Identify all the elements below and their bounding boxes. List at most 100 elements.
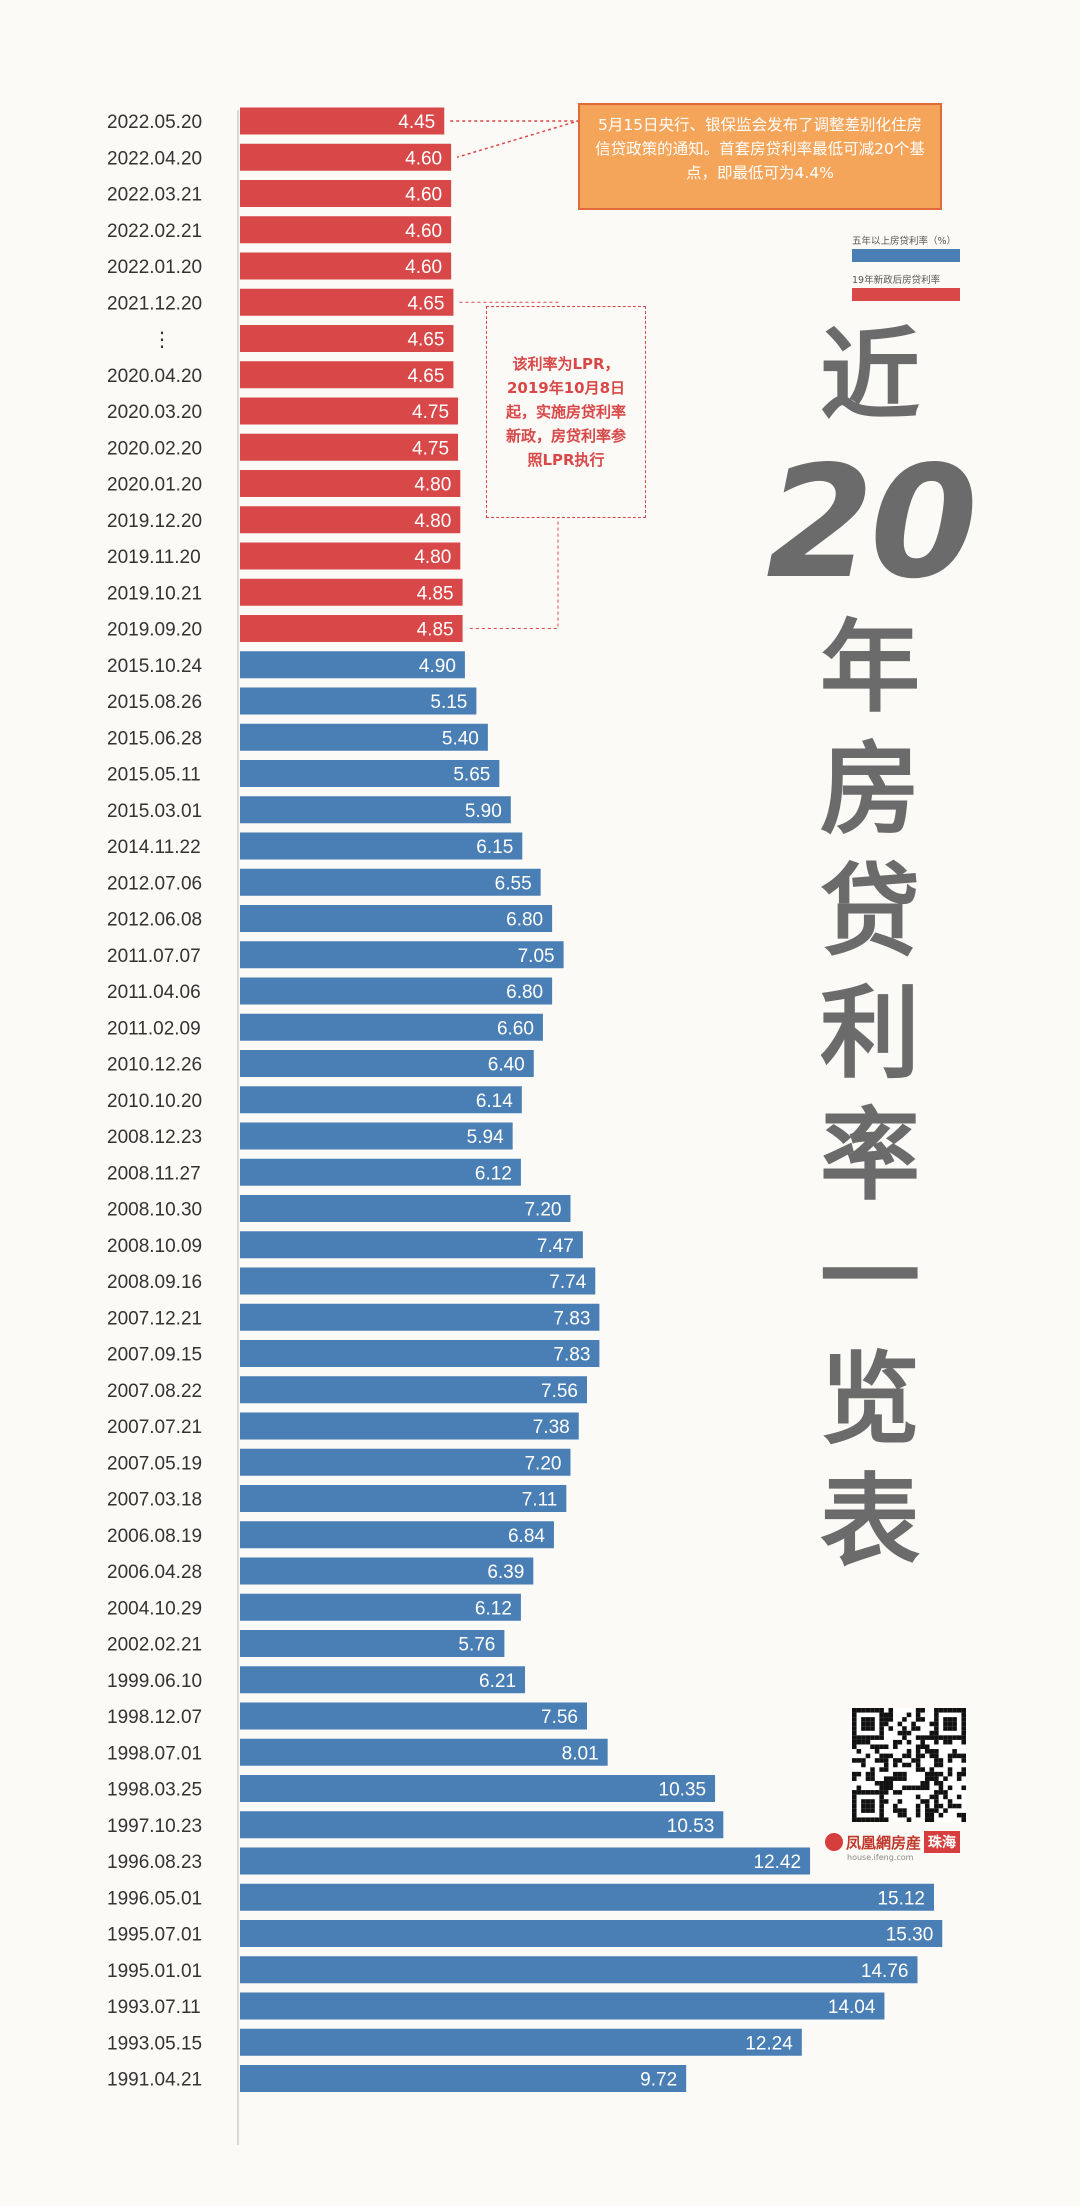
qr-module xyxy=(861,1758,866,1763)
bar-value-label: 4.75 xyxy=(412,402,449,423)
qr-module xyxy=(879,1817,884,1822)
category-label: 2007.09.15 xyxy=(107,1345,202,1366)
qr-module xyxy=(902,1726,907,1731)
qr-module xyxy=(865,1776,871,1781)
bar-value-label: 10.35 xyxy=(659,1780,707,1801)
qr-module xyxy=(870,1708,875,1713)
callout-connector xyxy=(450,120,579,158)
qr-module xyxy=(915,1744,921,1750)
qr-module xyxy=(879,1799,884,1804)
bar xyxy=(240,1303,600,1331)
qr-module xyxy=(888,1708,894,1713)
bar xyxy=(240,723,488,751)
bar-value-label: 15.12 xyxy=(877,1888,925,1909)
category-label: 2021.12.20 xyxy=(107,293,202,314)
bar xyxy=(240,1920,943,1947)
brand-name: 凤凰網房産 xyxy=(846,1833,922,1852)
qr-module xyxy=(924,1817,930,1822)
qr-module xyxy=(920,1708,925,1713)
qr-module xyxy=(947,1753,953,1759)
qr-module xyxy=(870,1726,875,1731)
qr-module xyxy=(879,1721,884,1727)
qr-module xyxy=(906,1730,912,1736)
category-label: 2008.10.09 xyxy=(107,1236,202,1257)
qr-module xyxy=(861,1803,866,1809)
qr-module xyxy=(856,1708,862,1713)
qr-module xyxy=(929,1812,935,1818)
category-label: 1997.10.23 xyxy=(107,1816,202,1837)
bar xyxy=(240,1158,521,1186)
qr-module xyxy=(929,1735,935,1740)
qr-module xyxy=(865,1721,871,1727)
qr-code[interactable] xyxy=(852,1708,966,1822)
bar-value-label: 14.04 xyxy=(828,1997,876,2018)
qr-module xyxy=(920,1739,925,1745)
qr-module xyxy=(934,1753,939,1759)
qr-module xyxy=(947,1708,953,1713)
qr-module xyxy=(929,1771,935,1777)
qr-module xyxy=(961,1785,966,1791)
bar-value-label: 6.12 xyxy=(475,1598,512,1619)
qr-module xyxy=(938,1812,944,1818)
title-number: 20 xyxy=(766,432,978,613)
bar-value-label: 8.01 xyxy=(562,1743,599,1764)
bar-value-label: 6.14 xyxy=(476,1091,513,1112)
category-label: 2006.04.28 xyxy=(107,1562,202,1583)
qr-module xyxy=(879,1767,884,1772)
qr-module xyxy=(883,1753,889,1759)
qr-module xyxy=(883,1780,889,1786)
qr-module xyxy=(902,1762,907,1768)
bar-value-label: 15.30 xyxy=(886,1925,934,1946)
qr-module xyxy=(902,1771,907,1777)
qr-module xyxy=(902,1753,907,1759)
category-label: 2020.02.20 xyxy=(107,438,202,459)
qr-module xyxy=(861,1817,866,1822)
qr-module xyxy=(856,1817,862,1822)
qr-module xyxy=(906,1817,912,1822)
qr-module xyxy=(943,1790,948,1795)
qr-module xyxy=(852,1808,857,1813)
qr-module xyxy=(852,1817,857,1822)
qr-module xyxy=(929,1817,935,1822)
qr-module xyxy=(952,1803,957,1809)
bar xyxy=(240,252,452,280)
qr-module xyxy=(874,1780,880,1786)
qr-module xyxy=(934,1762,939,1768)
bar xyxy=(240,1412,579,1440)
qr-module xyxy=(924,1776,930,1781)
category-label: 1996.08.23 xyxy=(107,1852,202,1873)
qr-module xyxy=(947,1803,953,1809)
bar-value-label: 6.21 xyxy=(479,1671,516,1692)
bar-value-label: 5.65 xyxy=(453,765,490,786)
qr-module xyxy=(883,1817,889,1822)
qr-module xyxy=(861,1799,866,1804)
qr-module xyxy=(856,1735,862,1740)
qr-module xyxy=(915,1735,921,1740)
qr-module xyxy=(865,1717,871,1722)
bar-value-label: 4.65 xyxy=(407,366,444,387)
qr-module xyxy=(956,1812,962,1818)
category-label: 2015.10.24 xyxy=(107,656,203,677)
qr-module xyxy=(883,1762,889,1768)
qr-module xyxy=(879,1808,884,1813)
bar-value-label: 4.65 xyxy=(407,330,444,351)
qr-module xyxy=(961,1771,966,1777)
legend-base: 五年以上房贷利率（%） xyxy=(852,233,962,262)
qr-module xyxy=(934,1808,939,1813)
qr-module xyxy=(852,1803,857,1809)
bar xyxy=(240,325,454,352)
qr-module xyxy=(874,1749,880,1754)
bar xyxy=(240,216,452,244)
bar-value-label: 6.80 xyxy=(506,982,543,1003)
category-label: 2010.12.26 xyxy=(107,1055,202,1076)
bar xyxy=(240,615,463,642)
category-label: 2007.07.21 xyxy=(107,1417,202,1438)
qr-module xyxy=(856,1785,862,1791)
qr-module xyxy=(883,1744,889,1750)
qr-module xyxy=(934,1803,939,1809)
qr-module xyxy=(906,1739,912,1745)
category-label: 1999.06.10 xyxy=(107,1671,202,1692)
qr-module xyxy=(856,1771,862,1777)
qr-module xyxy=(915,1749,921,1754)
qr-module xyxy=(865,1753,871,1759)
